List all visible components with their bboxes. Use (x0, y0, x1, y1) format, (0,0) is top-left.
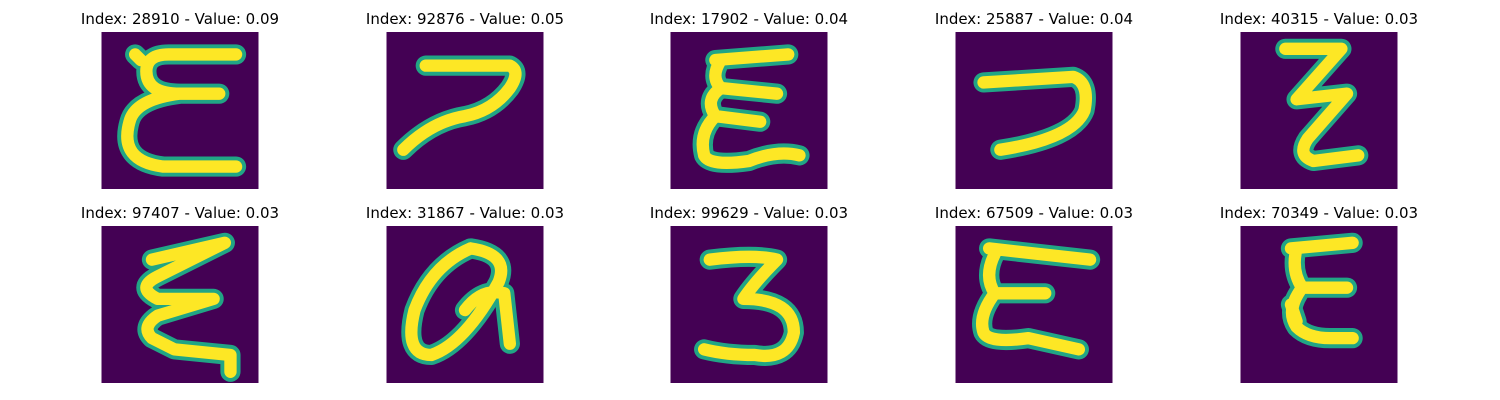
digit-image-E (670, 32, 828, 189)
panel-title: Index: 31867 - Value: 0.03 (365, 204, 565, 222)
panel-title: Index: 25887 - Value: 0.04 (934, 10, 1134, 28)
panel-title: Index: 99629 - Value: 0.03 (649, 204, 849, 222)
digit-image-E (955, 226, 1113, 383)
digit-image-E (101, 32, 259, 189)
digit-image-3 (670, 226, 828, 383)
digit-image-E (101, 226, 259, 383)
panel-title: Index: 67509 - Value: 0.03 (934, 204, 1134, 222)
digit-image-7 (955, 32, 1113, 189)
digit-image-7 (386, 32, 544, 189)
digit-image-E (1240, 226, 1398, 383)
panel-title: Index: 70349 - Value: 0.03 (1219, 204, 1419, 222)
panel-title: Index: 40315 - Value: 0.03 (1219, 10, 1419, 28)
panel-title: Index: 92876 - Value: 0.05 (365, 10, 565, 28)
digit-image-Z (1240, 32, 1398, 189)
panel-title: Index: 97407 - Value: 0.03 (80, 204, 280, 222)
digit-image-a (386, 226, 544, 383)
panel-title: Index: 28910 - Value: 0.09 (80, 10, 280, 28)
panel-title: Index: 17902 - Value: 0.04 (649, 10, 849, 28)
